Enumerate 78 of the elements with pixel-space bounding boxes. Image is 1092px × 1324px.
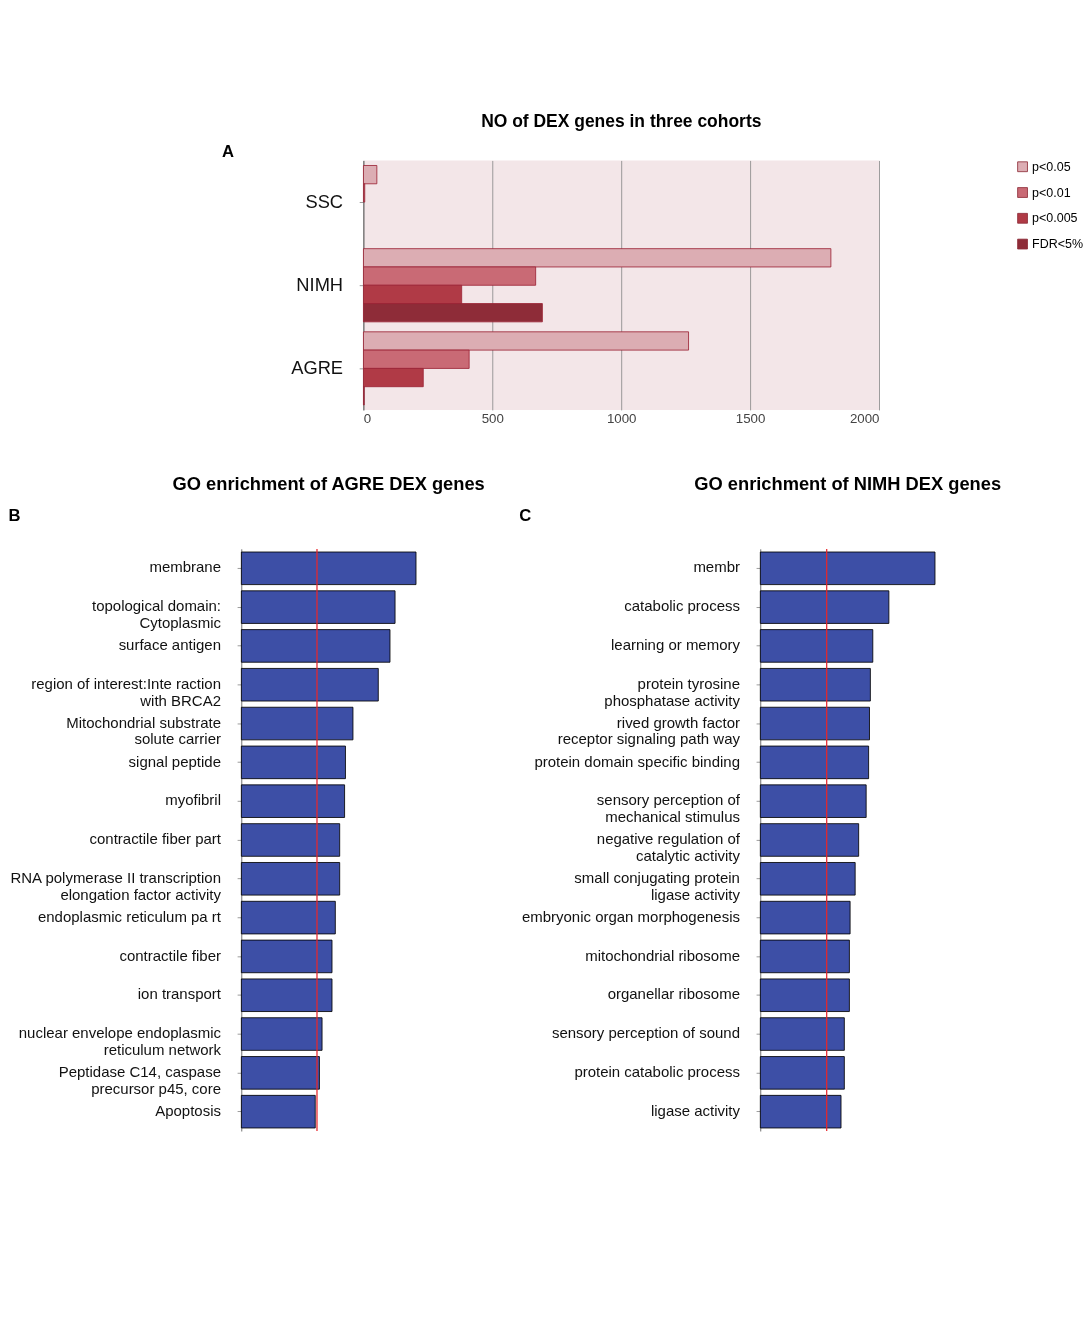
- y-tick-label: embryonic organ morphogenesis: [521, 907, 740, 925]
- x-tick-label: 2000: [849, 410, 880, 426]
- y-tick-label: catabolic process: [624, 597, 740, 615]
- bar: [240, 939, 333, 974]
- x-tick-label: 0: [363, 410, 372, 426]
- chart-title: GO enrichment of AGRE DEX genes: [172, 472, 485, 494]
- text: B: [8, 505, 21, 525]
- legend-label: FDR<5%: [1032, 237, 1084, 252]
- y-tick-label: membr: [693, 558, 740, 576]
- bar: [240, 629, 391, 663]
- bar: [759, 745, 870, 780]
- y-tick-label: ion transport: [137, 985, 222, 1003]
- bar: [240, 1094, 316, 1129]
- chart-title: NO of DEX genes in three cohorts: [481, 111, 762, 132]
- bar: [240, 978, 333, 1012]
- y-tick-label: rived growth factor receptor signaling path way: [557, 713, 741, 748]
- bar: [240, 823, 341, 857]
- bar: [759, 706, 870, 741]
- bar: [759, 551, 936, 586]
- text: C: [519, 505, 532, 525]
- bar: [759, 1056, 845, 1090]
- y-tick-label: endoplasmic reticulum pa rt: [37, 907, 222, 925]
- x-tick-label: 500: [481, 410, 504, 426]
- bar: [759, 629, 874, 663]
- y-tick-label: RNA polymerase II transcription elongation factor activity: [10, 868, 222, 903]
- y-tick-label: Peptidase C14, caspase precursor p45, core: [58, 1063, 221, 1097]
- y-tick-label: Apoptosis: [155, 1101, 221, 1119]
- bar: [240, 551, 417, 586]
- bar: [759, 590, 890, 624]
- y-tick-label: contractile fiber part: [89, 830, 222, 848]
- y-tick-label: membrane: [149, 558, 221, 576]
- y-tick-label: small conjugating protein ligase activity: [574, 868, 741, 903]
- bar: [759, 668, 871, 702]
- y-tick-label: nuclear envelope endoplasmic reticulum network: [18, 1024, 222, 1058]
- legend-label: p<0.01: [1032, 185, 1071, 200]
- legend-label: p<0.005: [1032, 211, 1078, 226]
- y-tick-label: contractile fiber: [119, 946, 221, 964]
- y-tick-label: mitochondrial ribosome: [585, 946, 740, 964]
- bar: [759, 978, 850, 1012]
- chart-title: GO enrichment of NIMH DEX genes: [694, 472, 1002, 494]
- y-tick-label: Mitochondrial substrate solute carrier: [66, 713, 221, 748]
- y-tick-label: AGRE: [291, 357, 344, 379]
- bar: [240, 706, 354, 741]
- bar: [240, 590, 396, 624]
- y-tick-label: topological domain: Cytoplasmic: [92, 597, 222, 631]
- bar: [759, 823, 860, 857]
- bar: [759, 784, 867, 818]
- bar: [240, 745, 346, 780]
- bar: [759, 1017, 845, 1051]
- bar: [759, 862, 856, 896]
- y-tick-label: NIMH: [296, 274, 344, 296]
- bar: [759, 900, 851, 935]
- bar: [759, 1094, 842, 1129]
- x-tick-label: 1500: [735, 410, 766, 426]
- text: A: [222, 142, 235, 162]
- y-tick-label: surface antigen: [118, 636, 221, 654]
- y-tick-label: region of interest:Inte raction with BRCA2: [31, 674, 221, 709]
- legend-label: p<0.05: [1032, 159, 1071, 174]
- y-tick-label: sensory perception of mechanical stimulus: [596, 791, 741, 825]
- y-tick-label: protein domain specific binding: [534, 752, 740, 770]
- y-tick-label: ligase activity: [650, 1101, 741, 1119]
- bar: [240, 900, 336, 935]
- y-tick-label: myofibril: [165, 791, 221, 809]
- bar: [240, 668, 379, 702]
- bar: [240, 862, 341, 896]
- y-tick-label: organellar ribosome: [607, 985, 740, 1003]
- y-tick-label: SSC: [305, 190, 344, 212]
- y-tick-label: learning or memory: [611, 636, 741, 654]
- y-tick-label: protein catabolic process: [574, 1063, 740, 1081]
- y-tick-label: protein tyrosine phosphatase activity: [604, 674, 741, 709]
- y-tick-label: sensory perception of sound: [551, 1024, 740, 1042]
- bar: [240, 784, 345, 818]
- bar: [759, 939, 850, 974]
- y-tick-label: signal peptide: [128, 752, 221, 770]
- bar: [240, 1017, 323, 1051]
- y-tick-label: negative regulation of catalytic activity: [596, 830, 741, 864]
- bar: [240, 1056, 320, 1090]
- x-tick-label: 1000: [606, 410, 637, 426]
